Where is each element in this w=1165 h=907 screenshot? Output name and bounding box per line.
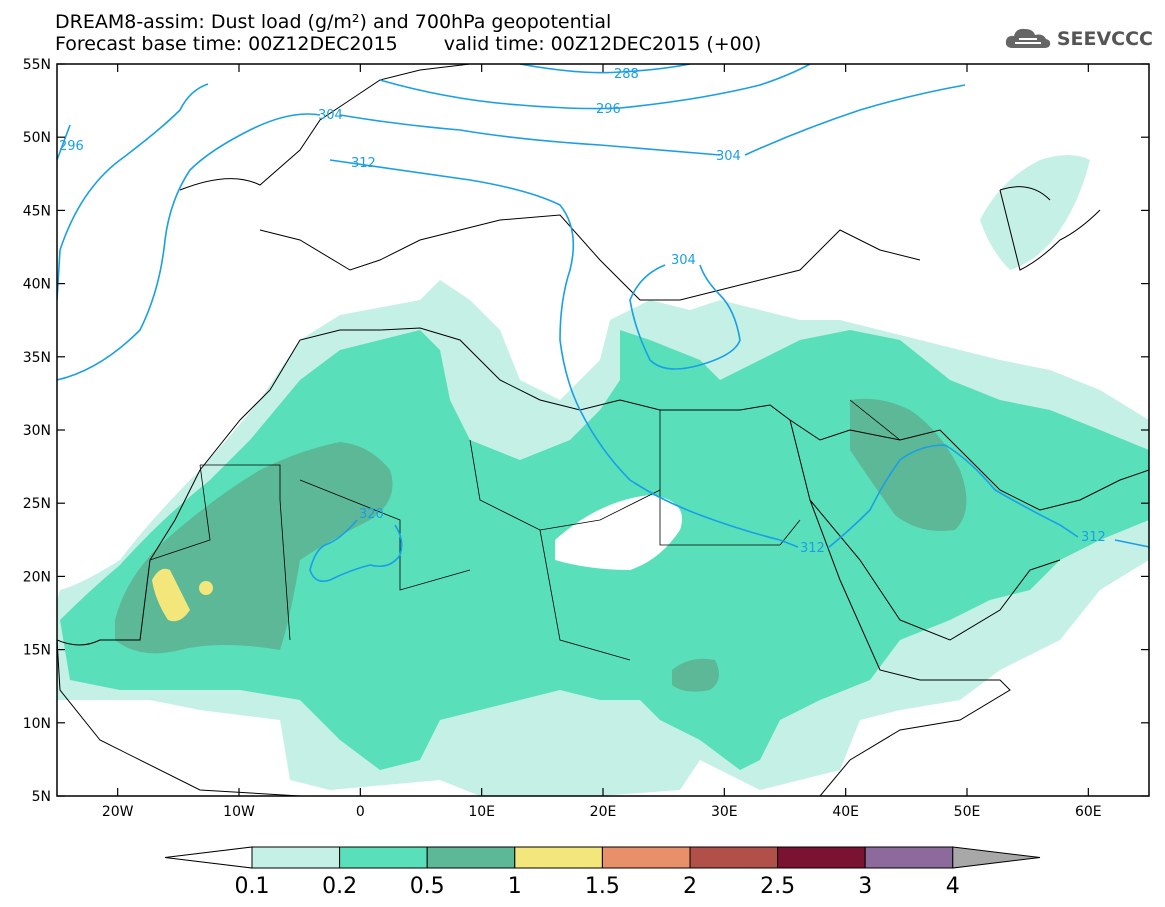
coastline-arabia — [789, 419, 1149, 641]
lat-tick-label: 40N — [23, 277, 51, 293]
contour-label-296-west: 296 — [59, 139, 84, 154]
colorbar-segment — [426, 846, 516, 869]
cloud-icon — [1005, 28, 1050, 48]
dust-free-libya — [555, 495, 682, 570]
lat-tick-label: 55N — [23, 57, 51, 73]
lon-tick-label: 20E — [590, 804, 617, 820]
colorbar-label: 2.5 — [760, 874, 795, 899]
colorbar-label: 2 — [683, 874, 697, 899]
base-time: Forecast base time: 00Z12DEC2015 — [55, 33, 398, 55]
colorbar-lower-tip — [164, 846, 253, 869]
dust-band-light-caspian — [980, 155, 1090, 270]
coastlines — [57, 64, 1149, 796]
colorbar-upper-tip — [952, 846, 1041, 869]
contour-296-west — [57, 83, 209, 301]
contour-304-west — [57, 113, 321, 381]
dust-band-dark-sudan — [672, 658, 719, 692]
map-axes: 55N 50N 45N 40N 35N 30N 25N 20N 15N 10N 5N 20W 10W 0 1… — [23, 57, 1149, 820]
time-info: Forecast base time: 00Z12DEC2015 valid ti… — [55, 34, 761, 54]
colorbar-segment — [689, 846, 779, 869]
coastline-africa — [57, 327, 1011, 796]
lat-tick-label: 15N — [23, 643, 51, 659]
colorbar-label: 1.5 — [585, 874, 620, 899]
coastline-europe — [179, 64, 921, 301]
contour-label-304-aegean: 304 — [671, 253, 696, 268]
geopotential-contours — [57, 64, 1149, 583]
colorbar-label: 0.2 — [322, 874, 357, 899]
dust-band-yellow-spot — [199, 581, 213, 595]
seevccc-logo: SEEVCCC — [1003, 26, 1153, 52]
lon-tick-label: 50E — [954, 804, 981, 820]
lat-tick-label: 30N — [23, 423, 51, 439]
contour-label-304-west: 304 — [318, 108, 343, 123]
lon-tick-label: 10E — [468, 804, 495, 820]
colorbar-label: 0.5 — [410, 874, 445, 899]
dust-band-dark-arabia — [850, 398, 967, 531]
colorbar-label: 0.1 — [235, 874, 270, 899]
lat-tick-label: 35N — [23, 350, 51, 366]
colorbar-segment — [514, 846, 603, 869]
contour-label-296-east: 296 — [596, 102, 621, 117]
colorbar-label: 3 — [858, 874, 872, 899]
coastline-caspian — [999, 186, 1101, 271]
lat-tick-label: 45N — [23, 203, 51, 219]
valid-time: valid time: 00Z12DEC2015 (+00) — [443, 33, 762, 55]
lat-tick-label: 20N — [23, 569, 51, 585]
lon-tick-label: 30E — [711, 804, 738, 820]
lat-tick-label: 5N — [32, 789, 51, 805]
contour-label-312-west: 312 — [351, 156, 376, 171]
contour-296-east — [379, 64, 811, 110]
lon-tick-label: 40E — [832, 804, 859, 820]
colorbar-label: 1 — [508, 874, 522, 899]
colorbar-segment — [777, 846, 866, 869]
colorbar-segment — [601, 846, 691, 869]
contour-label-312-east: 312 — [1081, 530, 1106, 545]
contour-label-312-center: 312 — [800, 541, 825, 556]
colorbar-segment — [864, 846, 954, 869]
lat-tick-label: 25N — [23, 496, 51, 512]
contour-304-east — [339, 84, 966, 156]
colorbar-label: 4 — [946, 874, 960, 899]
colorbar-segment — [339, 846, 428, 869]
contour-label-288: 288 — [614, 67, 639, 82]
contour-304-aegean — [629, 264, 741, 370]
contour-label-320: 320 — [359, 507, 384, 522]
dust-fields — [57, 155, 1149, 796]
contour-label-304-east: 304 — [716, 149, 741, 164]
lon-tick-label: 0 — [356, 804, 365, 820]
contour-288 — [519, 64, 691, 74]
lon-tick-label: 20W — [102, 804, 134, 820]
contour-312 — [329, 159, 1149, 549]
logo-text: SEEVCCC — [1056, 28, 1153, 50]
lat-tick-label: 10N — [23, 716, 51, 732]
lon-tick-label: 10W — [223, 804, 255, 820]
contour-320 — [309, 519, 403, 583]
lon-tick-label: 60E — [1075, 804, 1102, 820]
map-title: DREAM8-assim: Dust load (g/m²) and 700hP… — [55, 11, 612, 33]
lat-tick-label: 50N — [23, 130, 51, 146]
dust-band-yellow — [152, 568, 190, 622]
contour-labels: 288 296 296 304 304 304 312 312 312 320 — [59, 67, 1106, 556]
colorbar: 0.1 0.2 0.5 1 1.5 2 2.5 3 4 — [164, 846, 1041, 899]
colorbar-segment — [251, 846, 341, 869]
